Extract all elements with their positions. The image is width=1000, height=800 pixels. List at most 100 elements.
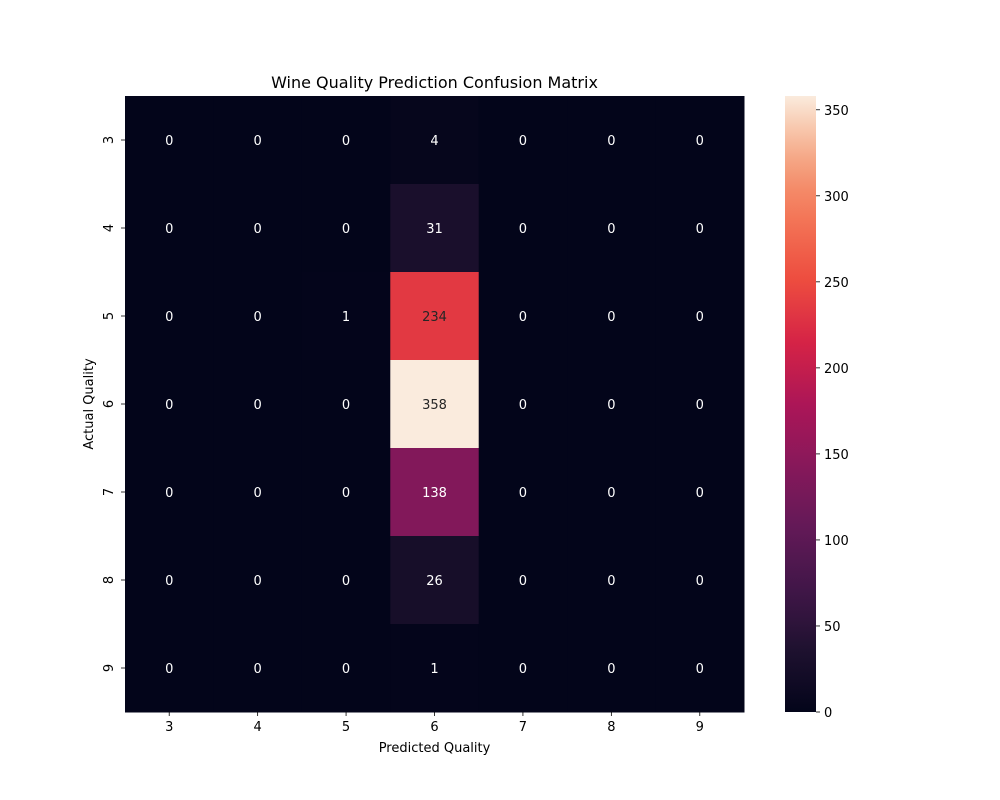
chart-title: Wine Quality Prediction Confusion Matrix	[271, 73, 598, 92]
heatmap-cell	[301, 536, 391, 625]
heatmap-cell	[567, 184, 657, 273]
heatmap-cell	[567, 624, 657, 713]
cell-value-label: 0	[519, 398, 527, 413]
heatmap-cell	[390, 96, 480, 185]
heatmap-cell	[655, 360, 745, 449]
heatmap-cell	[655, 536, 745, 625]
cell-value-label: 0	[165, 310, 173, 325]
heatmap-cell	[213, 184, 303, 273]
x-tick-label: 4	[254, 720, 262, 735]
cell-value-label: 0	[696, 310, 704, 325]
heatmap-cell	[390, 272, 480, 361]
cell-value-label: 0	[254, 574, 262, 589]
heatmap-cell	[125, 448, 214, 537]
cell-value-label: 0	[607, 574, 615, 589]
y-tick-label: 3	[102, 136, 117, 144]
cell-value-label: 358	[422, 398, 447, 413]
y-tick-label: 7	[102, 488, 117, 496]
heatmap-cell	[478, 624, 568, 713]
x-tick-label: 9	[696, 720, 704, 735]
heatmap-cell	[478, 272, 568, 361]
colorbar-tick-label: 350	[824, 104, 849, 119]
cell-value-label: 0	[696, 134, 704, 149]
cell-value-label: 0	[254, 310, 262, 325]
heatmap-cell	[390, 536, 480, 625]
cell-value-label: 0	[254, 486, 262, 501]
colorbar-ticks: 0 50 100 150 200 250 300 350	[816, 104, 849, 721]
cell-value-label: 26	[426, 574, 443, 589]
cell-value-label: 31	[426, 222, 443, 237]
y-tick-label: 8	[102, 576, 117, 584]
heatmap-cell	[390, 448, 480, 537]
cell-value-label: 1	[430, 662, 438, 677]
colorbar-tick-label: 50	[824, 620, 841, 635]
heatmap-cell	[125, 624, 214, 713]
cell-value-label: 0	[342, 398, 350, 413]
cell-value-label: 0	[607, 662, 615, 677]
cell-value-label: 0	[519, 662, 527, 677]
heatmap-cell	[125, 360, 214, 449]
heatmap-cells: 0 0 0 4 0 0 0 0 0 0 31 0 0 0 0 0 1 234 0 0 0 0 0 0 358 0 0 0 0 0 0 138 0…	[125, 96, 745, 713]
heatmap-cell	[213, 536, 303, 625]
heatmap-cell	[567, 96, 657, 185]
heatmap-cell	[301, 272, 391, 361]
heatmap-cell	[567, 360, 657, 449]
heatmap-cell	[390, 184, 480, 273]
cell-value-label: 0	[696, 398, 704, 413]
heatmap-cell	[655, 184, 745, 273]
cell-value-label: 0	[696, 662, 704, 677]
heatmap-cell	[301, 624, 391, 713]
cell-value-label: 0	[342, 574, 350, 589]
heatmap-cell	[655, 624, 745, 713]
cell-value-label: 0	[696, 486, 704, 501]
colorbar: 0 50 100 150 200 250 300 350	[785, 96, 849, 721]
cell-value-label: 0	[254, 222, 262, 237]
cell-value-label: 0	[696, 574, 704, 589]
heatmap-cell	[478, 536, 568, 625]
heatmap-cell	[301, 96, 391, 185]
heatmap-cell	[125, 184, 214, 273]
heatmap-cell	[213, 272, 303, 361]
heatmap-cell	[213, 96, 303, 185]
cell-value-label: 0	[519, 486, 527, 501]
heatmap-cell	[478, 360, 568, 449]
heatmap-cell	[213, 360, 303, 449]
y-tick-label: 9	[102, 664, 117, 672]
y-tick-label: 4	[102, 224, 117, 232]
cell-value-label: 0	[342, 662, 350, 677]
x-axis-ticks: 3 4 5 6 7 8 9	[165, 712, 704, 735]
cell-value-label: 0	[254, 662, 262, 677]
cell-value-label: 0	[607, 310, 615, 325]
heatmap-cell	[213, 624, 303, 713]
cell-value-label: 0	[519, 134, 527, 149]
colorbar-tick-label: 200	[824, 362, 849, 377]
heatmap-cell	[390, 624, 480, 713]
colorbar-tick-label: 0	[824, 706, 832, 721]
x-tick-label: 5	[342, 720, 350, 735]
y-tick-label: 6	[102, 400, 117, 408]
cell-value-label: 0	[696, 222, 704, 237]
heatmap-cell	[567, 272, 657, 361]
cell-value-label: 0	[165, 574, 173, 589]
x-tick-label: 6	[430, 720, 438, 735]
heatmap-cell	[301, 360, 391, 449]
cell-value-label: 0	[607, 398, 615, 413]
heatmap-cell	[125, 272, 214, 361]
cell-value-label: 0	[607, 134, 615, 149]
x-axis-label: Predicted Quality	[379, 741, 491, 756]
cell-value-label: 138	[422, 486, 447, 501]
cell-value-label: 0	[519, 574, 527, 589]
x-tick-label: 3	[165, 720, 173, 735]
heatmap-cell	[567, 536, 657, 625]
y-axis-ticks: 3 4 5 6 7 8 9	[102, 136, 125, 672]
cell-value-label: 0	[165, 222, 173, 237]
colorbar-tick-label: 150	[824, 448, 849, 463]
cell-value-label: 0	[607, 222, 615, 237]
heatmap-cell	[125, 536, 214, 625]
cell-value-label: 0	[165, 662, 173, 677]
heatmap-cell	[655, 448, 745, 537]
cell-value-label: 0	[342, 486, 350, 501]
heatmap-cell	[655, 272, 745, 361]
cell-value-label: 0	[519, 222, 527, 237]
colorbar-tick-label: 300	[824, 190, 849, 205]
